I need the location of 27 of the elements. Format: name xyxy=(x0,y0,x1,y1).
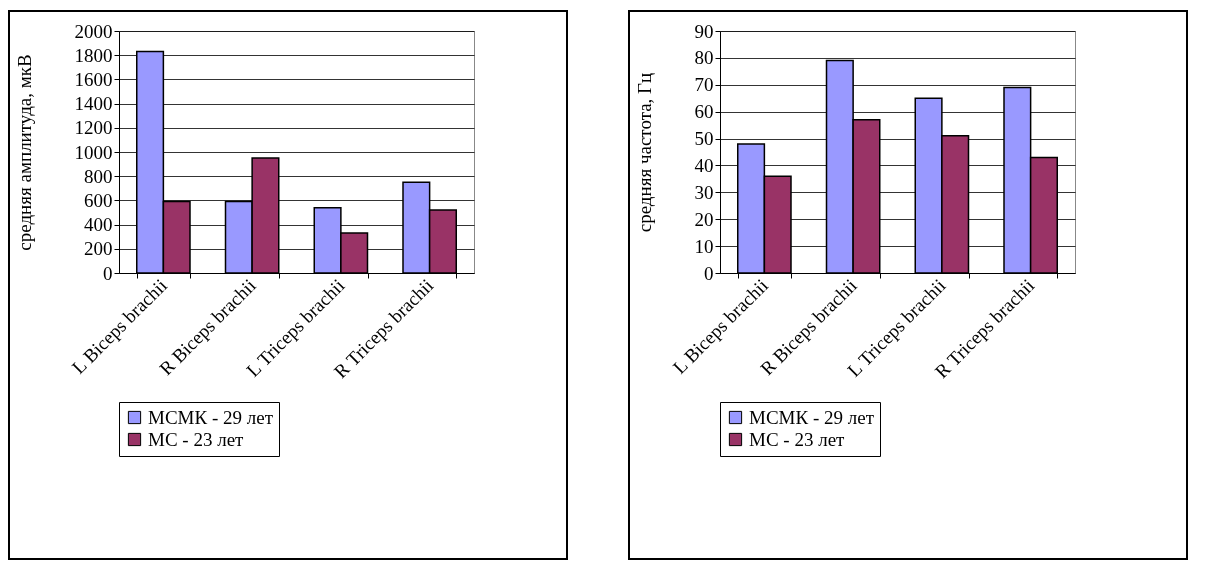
y-tick-label: 90 xyxy=(694,20,714,42)
y-tick-label: 80 xyxy=(694,47,714,69)
y-tick-label: 1200 xyxy=(74,117,113,139)
y-tick-label: 1000 xyxy=(74,141,113,163)
y-tick-label: 1800 xyxy=(74,44,113,66)
y-tick-label: 1600 xyxy=(74,68,113,90)
legend-label: МСМК - 29 лет xyxy=(148,406,274,428)
y-axis-title: средняя частота, Гц xyxy=(633,72,655,233)
y-tick-label: 60 xyxy=(694,101,714,123)
legend-label: МС - 23 лет xyxy=(148,428,245,450)
y-tick-label: 400 xyxy=(84,214,113,236)
y-tick-label: 20 xyxy=(694,208,714,230)
y-tick-label: 10 xyxy=(694,235,714,257)
y-axis-title: средняя амплитуда, мкВ xyxy=(13,54,35,251)
y-tick-label: 0 xyxy=(704,262,714,284)
y-tick-label: 800 xyxy=(84,165,113,187)
y-tick-label: 50 xyxy=(694,128,714,150)
y-tick-label: 30 xyxy=(694,181,714,203)
y-tick-label: 200 xyxy=(84,238,113,260)
y-tick-label: 70 xyxy=(694,74,714,96)
y-tick-label: 600 xyxy=(84,189,113,211)
y-tick-label: 40 xyxy=(694,154,714,176)
y-tick-label: 0 xyxy=(103,262,113,284)
legend-label: МС - 23 лет xyxy=(749,428,846,450)
y-tick-label: 2000 xyxy=(74,20,113,42)
legend-label: МСМК - 29 лет xyxy=(749,406,875,428)
y-tick-label: 1400 xyxy=(74,93,113,115)
